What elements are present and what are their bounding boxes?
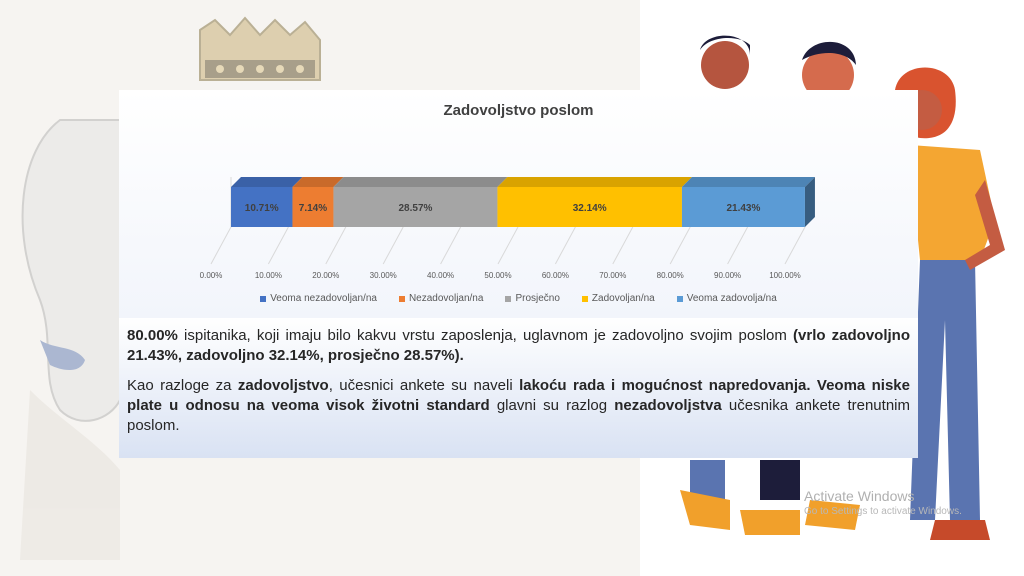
legend-swatch [581, 295, 588, 302]
bar-segment-3 [497, 187, 682, 227]
paragraph-reasons: Kao razloge za zadovoljstvo, učesnici an… [127, 376, 910, 436]
legend-swatch [676, 295, 683, 302]
legend-label: Prosječno [515, 293, 560, 304]
bar-segment-0 [231, 187, 293, 227]
data-label: 7.14% [299, 203, 327, 214]
text-run: , učesnici ankete su naveli [328, 377, 520, 394]
x-tick-label: 50.00% [484, 271, 511, 280]
data-label: 28.57% [398, 203, 432, 214]
legend-item: Nezadovoljan/na [398, 293, 484, 304]
coat-of-arms-emblem [20, 16, 321, 560]
gridline-floor [267, 226, 289, 265]
activate-windows-title: Activate Windows [804, 488, 915, 504]
legend-swatch [260, 295, 267, 302]
bar-top-0 [231, 177, 303, 187]
bar-segment-2 [333, 187, 498, 227]
x-tick-label: 80.00% [657, 271, 684, 280]
legend-item: Veoma zadovolja/na [676, 293, 777, 304]
gridline-floor [382, 226, 404, 265]
legend-label: Zadovoljan/na [591, 293, 655, 304]
content-panel: Zadovoljstvo poslom 0.00% 10.00% 20.00% 30.… [119, 90, 918, 458]
chart-area: Zadovoljstvo poslom 0.00% 10.00% 20.00% 30.… [119, 90, 918, 318]
data-label: 21.43% [726, 203, 760, 214]
legend-item: Prosječno [505, 293, 560, 304]
bold-text-run: nezadovoljstva [614, 397, 722, 414]
gridline-floor [554, 226, 576, 265]
gridline-floor [612, 226, 634, 265]
x-tick-label: 30.00% [370, 271, 397, 280]
x-tick-label: 20.00% [312, 271, 339, 280]
x-tick-label: 0.00% [200, 271, 223, 280]
gridline-floor [210, 226, 232, 265]
x-tick-label: 90.00% [714, 271, 741, 280]
paragraph-summary: 80.00% ispitanika, koji imaju bilo kakvu… [127, 326, 910, 366]
legend-label: Nezadovoljan/na [408, 293, 484, 304]
text-area: 80.00% ispitanika, koji imaju bilo kakvu… [119, 318, 918, 458]
gridline-floor [669, 226, 691, 265]
text-run: učesnika ankete trenutnim poslom. [127, 397, 910, 434]
legend-swatch [398, 295, 405, 302]
bold-text-run: lakoću rada i mogućnost napredovanja. Ve… [127, 377, 910, 414]
gridline-floor [497, 226, 519, 265]
gridline-floor [440, 226, 462, 265]
people-illustration [680, 35, 1005, 540]
bar-top-1 [292, 177, 344, 187]
person-head-middle [802, 49, 854, 101]
legend-label: Veoma nezadovoljan/na [270, 293, 377, 304]
gridline-floor [784, 226, 806, 265]
text-run: Kao razloge za [127, 377, 238, 394]
activate-windows-subtitle: Go to Settings to activate Windows. [804, 506, 962, 517]
bold-text-run: 80.00% [127, 327, 178, 344]
bar-top-2 [333, 177, 508, 187]
person-head-left [701, 41, 749, 89]
x-tick-label: 10.00% [255, 271, 282, 280]
bar-top-3 [497, 177, 692, 187]
x-tick-label: 40.00% [427, 271, 454, 280]
text-run: glavni su razlog [489, 397, 615, 414]
x-tick-label: 70.00% [599, 271, 626, 280]
chart-title: Zadovoljstvo poslom [443, 102, 594, 119]
legend-label: Veoma zadovolja/na [686, 293, 777, 304]
legend-item: Veoma nezadovoljan/na [260, 293, 377, 304]
bold-text-run: (vrlo zadovoljno 21.43%, zadovoljno 32.1… [127, 327, 910, 364]
legend-item: Zadovoljan/na [581, 293, 655, 304]
x-tick-label: 100.00% [769, 271, 801, 280]
stacked-bar-chart: 0.00% 10.00% 20.00% 30.00% 40.00% 50.00% 60.00… [200, 177, 815, 280]
gridline-floor [727, 226, 749, 265]
bar-side [804, 177, 815, 227]
gridline-floor [325, 226, 347, 265]
bar-segment-4 [681, 187, 805, 227]
bar-top-4 [681, 177, 815, 187]
data-label: 32.14% [573, 203, 607, 214]
text-run: ispitanika, koji imaju bilo kakvu vrstu … [177, 327, 794, 344]
data-label: 10.71% [245, 203, 279, 214]
bar-segment-1 [292, 187, 334, 227]
chart-legend: Veoma nezadovoljan/na Nezadovoljan/na Pros… [119, 293, 918, 304]
x-tick-label: 60.00% [542, 271, 569, 280]
bold-text-run: zadovoljstvo [237, 377, 329, 394]
legend-swatch [505, 295, 512, 302]
